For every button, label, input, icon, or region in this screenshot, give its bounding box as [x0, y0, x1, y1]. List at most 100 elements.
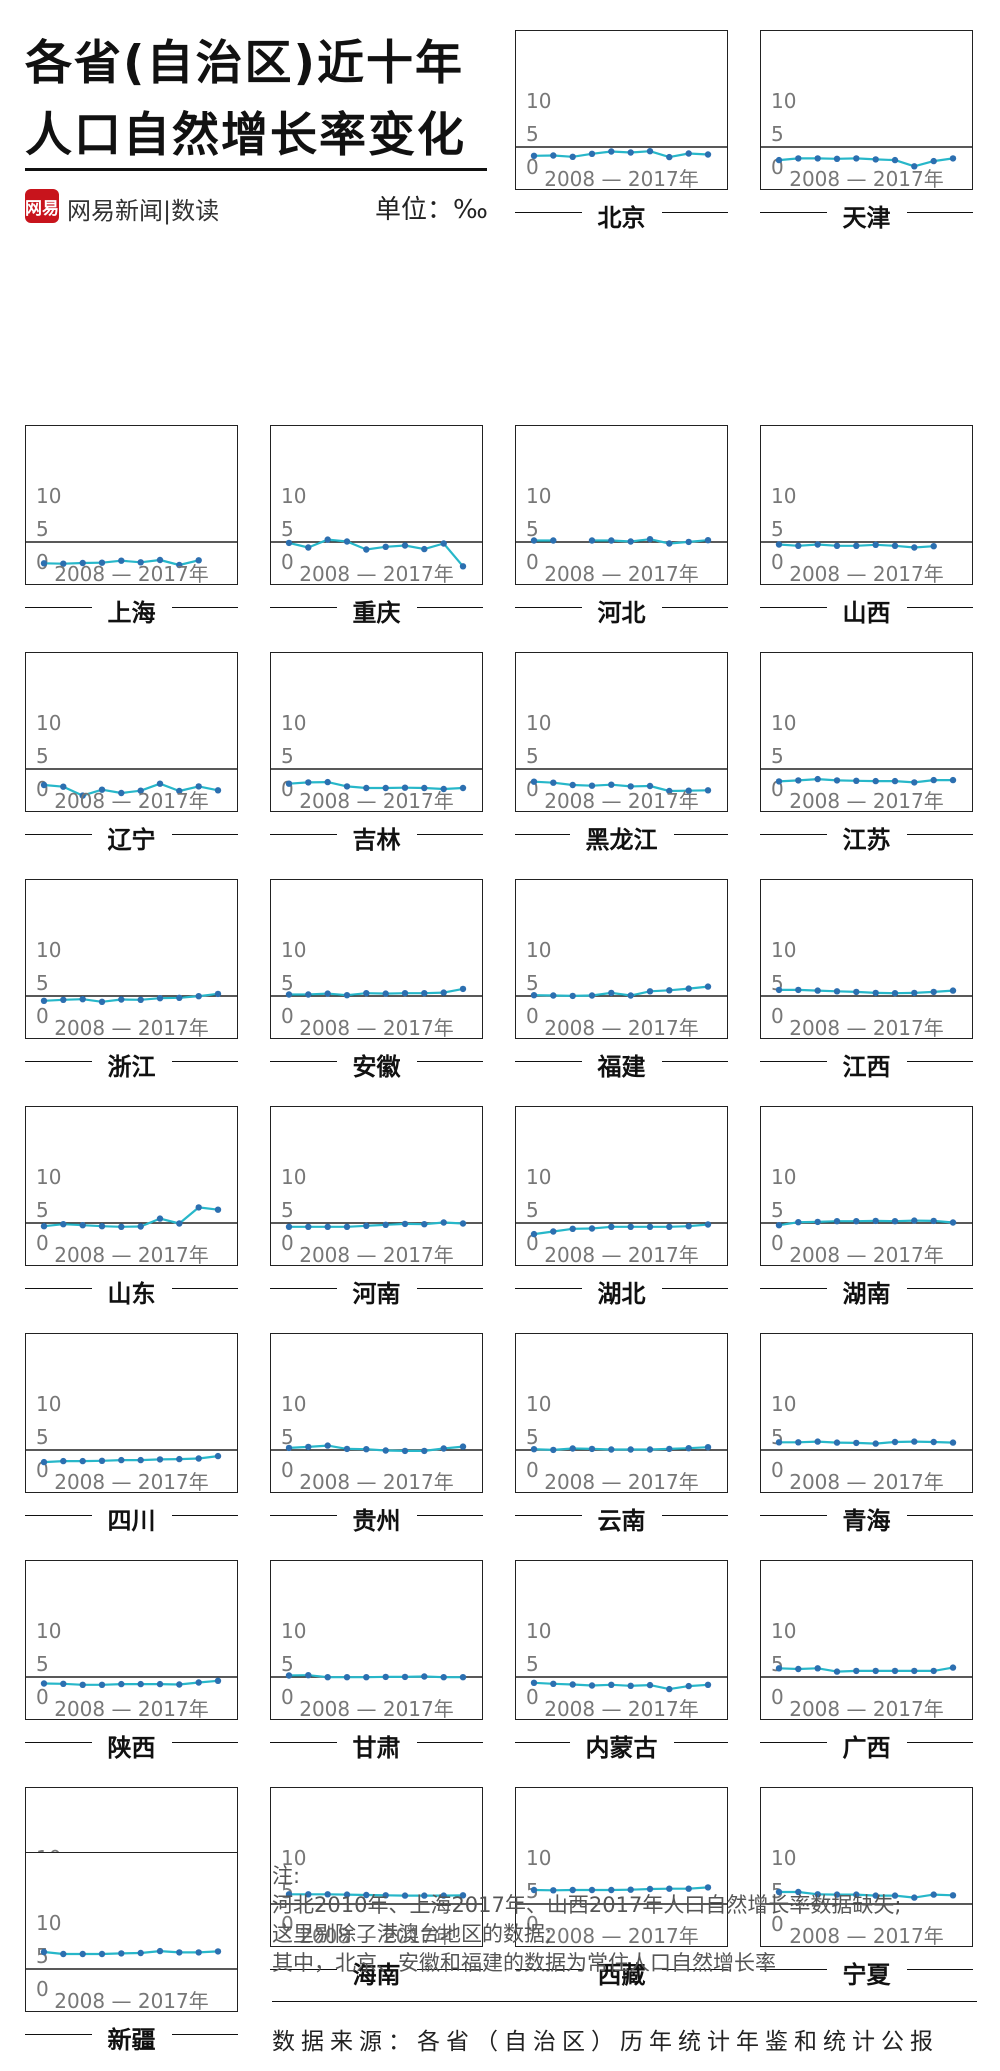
series-line-segment [366, 545, 386, 551]
y-tick-label: 0 [771, 1458, 784, 1482]
series-line-segment [778, 779, 799, 783]
data-point [60, 783, 67, 790]
data-point [195, 783, 202, 790]
data-point [118, 996, 125, 1003]
data-point [156, 780, 164, 787]
series-line-segment [688, 539, 709, 543]
y-tick-label: 5 [281, 1198, 294, 1222]
data-point [872, 1892, 879, 1899]
data-point [775, 1222, 783, 1229]
data-point [911, 989, 918, 997]
y-tick-label: 0 [36, 1977, 49, 2001]
line-plot [26, 1449, 237, 1466]
series-line-segment [591, 150, 612, 155]
y-tick-label: 10 [281, 1619, 307, 1643]
data-point [853, 1667, 860, 1675]
data-point [853, 1218, 860, 1225]
series-line-segment [179, 1457, 199, 1461]
series-line-segment [836, 1669, 857, 1673]
province-label: 上海 [25, 593, 238, 628]
series-line-segment [688, 1886, 709, 1890]
series-line-segment [649, 538, 670, 545]
series-line-segment [288, 1445, 309, 1449]
province-label: 湖南 [760, 1274, 973, 1309]
series-line-segment [366, 1223, 386, 1227]
data-point [930, 1667, 937, 1675]
data-point [305, 1672, 312, 1679]
data-point [911, 163, 918, 170]
series-line-segment [669, 987, 689, 992]
series-line-segment [875, 1440, 896, 1445]
province-label: 云南 [515, 1501, 728, 1536]
x-range-label: 2008 — 2017年 [789, 1016, 944, 1040]
data-point [363, 546, 370, 553]
line-plot [761, 1438, 972, 1451]
line-plot [271, 1672, 482, 1681]
y-tick-label: 10 [526, 484, 552, 508]
series-line-segment [553, 1227, 573, 1233]
series-line-segment [101, 1683, 122, 1686]
x-range-label: 2008 — 2017年 [54, 1470, 209, 1494]
data-point [550, 1228, 557, 1235]
series-line-segment [591, 1225, 612, 1230]
series-line-segment [630, 1684, 651, 1687]
data-point [363, 990, 370, 997]
data-point [363, 1446, 370, 1453]
data-point [911, 1438, 918, 1445]
data-point [930, 157, 937, 165]
series-line-segment [159, 558, 180, 567]
data-point [195, 1679, 202, 1686]
series-line-segment [101, 559, 122, 564]
series-line-segment [424, 1447, 444, 1452]
data-point [685, 1682, 692, 1690]
data-point [421, 1673, 428, 1680]
series-line-segment [817, 778, 838, 782]
data-point [872, 1217, 879, 1225]
line-plot [761, 986, 972, 997]
province-label: 山东 [25, 1274, 238, 1309]
data-point [627, 1886, 634, 1893]
data-point [872, 1440, 879, 1447]
data-point [666, 787, 673, 795]
series-line-segment [308, 1444, 328, 1448]
y-tick-label: 5 [771, 517, 784, 541]
y-tick-label: 5 [36, 1198, 49, 1222]
line-plot [26, 768, 237, 799]
line-plot [516, 1444, 727, 1454]
series-line-segment [101, 788, 122, 795]
y-tick-label: 5 [281, 744, 294, 768]
line-plot [271, 985, 482, 999]
y-tick-label: 10 [36, 938, 62, 962]
series-line-segment [63, 998, 83, 1001]
y-tick-label: 0 [771, 550, 784, 574]
province-name: 江西 [826, 1053, 907, 1081]
series-line-segment [688, 152, 709, 156]
data-point [285, 1444, 293, 1452]
data-point [833, 542, 841, 549]
data-point [569, 1681, 576, 1688]
series-line-segment [179, 1681, 199, 1686]
province-label: 河南 [270, 1274, 483, 1309]
data-point [872, 156, 879, 163]
y-tick-label: 10 [281, 1165, 307, 1189]
series-line-segment [63, 1682, 83, 1686]
data-point [930, 776, 937, 784]
province-name: 广西 [826, 1734, 907, 1762]
series-line-segment [688, 985, 709, 990]
y-tick-label: 0 [36, 1004, 49, 1028]
x-range-label: 2008 — 2017年 [544, 1243, 699, 1267]
series-line-segment [121, 789, 141, 795]
data-point [853, 988, 860, 996]
series-line-segment [327, 781, 348, 788]
y-tick-label: 10 [771, 89, 797, 113]
y-tick-label: 10 [526, 89, 552, 113]
